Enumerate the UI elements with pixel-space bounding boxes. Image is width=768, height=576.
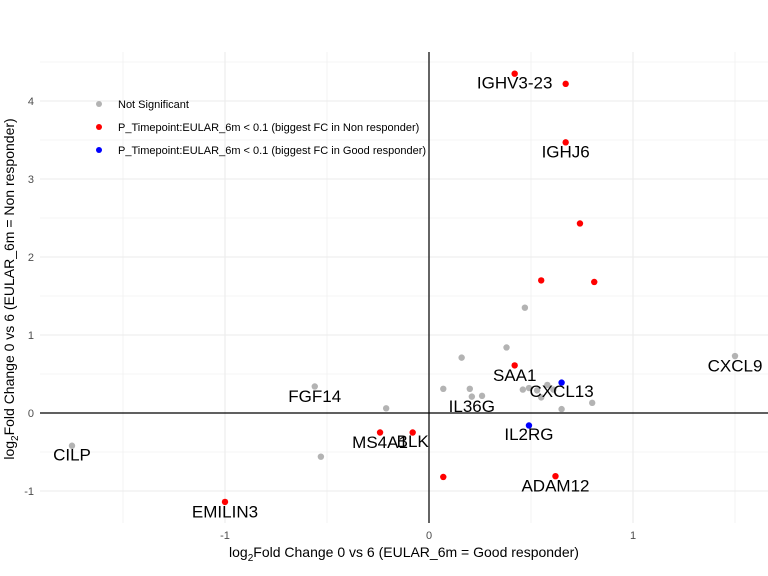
gene-label: CILP — [53, 445, 91, 464]
data-point-not-significant — [458, 354, 465, 361]
legend-key — [96, 124, 102, 130]
data-point-not-significant — [478, 392, 486, 400]
y-axis-title: log2Fold Change 0 vs 6 (EULAR_6m = Non r… — [1, 118, 21, 459]
gene-label: EMILIN3 — [192, 502, 258, 521]
data-point-not-significant — [503, 344, 510, 351]
data-point-not-significant — [382, 405, 390, 412]
gene-label: CXCL9 — [708, 356, 763, 375]
data-point-non-responder — [440, 473, 447, 481]
data-point-non-responder — [409, 429, 416, 436]
data-point-not-significant — [589, 399, 596, 407]
data-point-not-significant — [68, 442, 76, 449]
data-point-not-significant — [317, 453, 325, 460]
data-point-good-responder — [558, 379, 565, 386]
data-point-not-significant — [533, 387, 541, 394]
y-tick-label: 0 — [28, 408, 34, 420]
data-point-non-responder — [221, 498, 229, 506]
data-point-not-significant — [311, 383, 318, 390]
data-point-not-significant — [525, 384, 533, 392]
y-tick-label: 3 — [28, 174, 34, 186]
gene-label: FGF14 — [288, 387, 341, 406]
legend-label: Not Significant — [118, 99, 189, 111]
gene-label: MS4A1 — [352, 433, 408, 452]
data-point-not-significant — [731, 352, 739, 360]
data-point-non-responder — [511, 362, 518, 369]
x-tick-label: 0 — [426, 530, 432, 542]
gene-label: IL2RG — [504, 425, 553, 444]
gene-label: IGHV3-23 — [477, 73, 553, 92]
data-point-not-significant — [440, 385, 447, 393]
y-tick-label: 1 — [28, 330, 34, 342]
y-tick-label: -1 — [24, 486, 34, 498]
grid-lines — [40, 52, 768, 523]
data-point-non-responder — [376, 429, 384, 436]
data-point-not-significant — [544, 381, 551, 389]
gene-label: BLK — [397, 432, 430, 451]
data-point-non-responder — [538, 277, 545, 284]
data-point-not-significant — [550, 386, 557, 393]
y-tick-label: 2 — [28, 252, 34, 264]
data-points — [68, 70, 739, 506]
data-point-not-significant — [558, 405, 565, 413]
x-axis-title: log2Fold Change 0 vs 6 (EULAR_6m = Good … — [229, 544, 579, 564]
data-point-non-responder — [562, 80, 569, 88]
x-tick-label: 1 — [630, 530, 636, 542]
data-point-not-significant — [519, 386, 527, 393]
legend-key — [96, 101, 102, 107]
data-point-non-responder — [591, 278, 598, 286]
gene-label: SAA1 — [493, 366, 536, 385]
gene-label: CXCL13 — [529, 382, 593, 401]
x-tick-label: -1 — [220, 530, 230, 542]
data-point-non-responder — [562, 139, 569, 146]
gene-label: IL36G — [449, 397, 495, 416]
data-point-non-responder — [576, 220, 584, 227]
data-point-not-significant — [466, 385, 473, 393]
zero-axes — [40, 52, 768, 523]
data-point-not-significant — [538, 394, 545, 401]
data-point-non-responder — [552, 472, 559, 480]
legend-key — [96, 147, 102, 153]
data-point-non-responder — [511, 70, 518, 77]
y-tick-label: 4 — [28, 96, 34, 108]
legend: Not Significant P_Timepoint:EULAR_6m < 0.… — [96, 99, 426, 157]
data-point-not-significant — [468, 393, 476, 400]
data-point-good-responder — [525, 422, 533, 429]
legend-label: P_Timepoint:EULAR_6m < 0.1 (biggest FC i… — [118, 122, 419, 134]
gene-label: IGHJ6 — [542, 143, 590, 162]
gene-label: ADAM12 — [521, 477, 589, 496]
tick-labels: -1 0 1 -1 0 1 2 3 4 — [24, 96, 636, 542]
data-point-not-significant — [521, 304, 529, 311]
legend-label: P_Timepoint:EULAR_6m < 0.1 (biggest FC i… — [118, 145, 426, 157]
